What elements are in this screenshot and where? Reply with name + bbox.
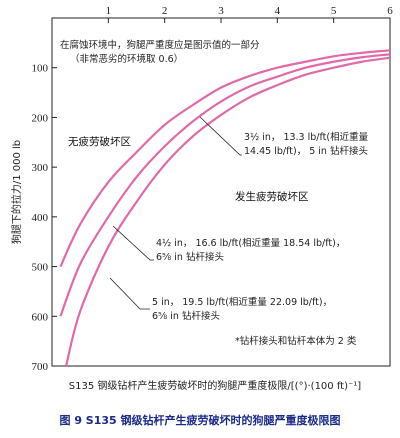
fatigue-limit-curve-3 bbox=[65, 56, 391, 367]
plot-frame bbox=[51, 17, 391, 367]
curve-2-label-line2: 6⅝ in 钻杆接头 bbox=[156, 251, 224, 263]
curve-1-label-line2: 14.45 lb/ft)， 5 in 钻杆接头 bbox=[244, 145, 368, 157]
x-axis-ticks: 1 2 3 4 5 6 bbox=[106, 5, 393, 23]
curve-1-label-line1: 3½ in， 13.3 lb/ft(相近重量 bbox=[244, 131, 369, 143]
x-tick-label: 3 bbox=[218, 5, 224, 17]
fatigue-limit-curve-1 bbox=[59, 49, 391, 268]
x-axis-title: S135 钢级钻杆产生疲劳破坏时的狗腿严重度极限/[(°)·(100 ft)⁻¹… bbox=[69, 379, 361, 392]
y-tick-label: 200 bbox=[32, 112, 49, 124]
x-tick-label: 5 bbox=[331, 5, 337, 17]
joint-class-note: *钻杆接头和钻杆本体为 2 类 bbox=[235, 335, 357, 347]
x-tick-label: 4 bbox=[275, 5, 281, 17]
fatigue-limit-curve-2 bbox=[59, 53, 391, 317]
leader-curve-2 bbox=[112, 225, 154, 261]
y-tick-label: 100 bbox=[32, 63, 49, 75]
curve-2-label-line1: 4½ in， 16.6 lb/ft(相近重量 18.54 lb/ft)， bbox=[156, 237, 345, 249]
x-tick-label: 6 bbox=[387, 5, 393, 17]
y-tick-label: 300 bbox=[32, 162, 49, 174]
y-tick-label: 500 bbox=[32, 262, 49, 274]
y-tick-label: 700 bbox=[32, 361, 49, 373]
y-tick-label: 600 bbox=[32, 311, 49, 323]
y-axis-ticks: 100 200 300 400 500 600 700 bbox=[32, 63, 57, 373]
region-fatigue: 发生疲劳破坏区 bbox=[235, 190, 309, 203]
corrosion-note-line2: （非常恶劣的环境取 0.6） bbox=[70, 53, 183, 65]
leader-curve-1 bbox=[199, 116, 242, 156]
x-tick-label: 2 bbox=[162, 5, 168, 17]
y-axis-title: 狗腿下的拉力/1 000 lb bbox=[10, 140, 23, 244]
leader-curve-3 bbox=[109, 277, 150, 310]
region-no-fatigue: 无疲劳破坏区 bbox=[68, 135, 131, 148]
x-tick-label: 1 bbox=[106, 5, 112, 17]
curve-3-label-line2: 6⅝ in 钻杆接头 bbox=[152, 310, 220, 322]
y-tick-label: 400 bbox=[32, 212, 49, 224]
curves bbox=[59, 49, 391, 367]
corrosion-note-line1: 在腐蚀环境中，狗腿严重度应是图示值的一部分 bbox=[60, 39, 260, 51]
figure-caption: 图 9 S135 钢级钻杆产生疲劳破坏时的狗腿严重度极限图 bbox=[59, 413, 340, 427]
curve-3-label-line1: 5 in， 19.5 lb/ft(相近重量 22.09 lb/ft)， bbox=[152, 296, 332, 308]
